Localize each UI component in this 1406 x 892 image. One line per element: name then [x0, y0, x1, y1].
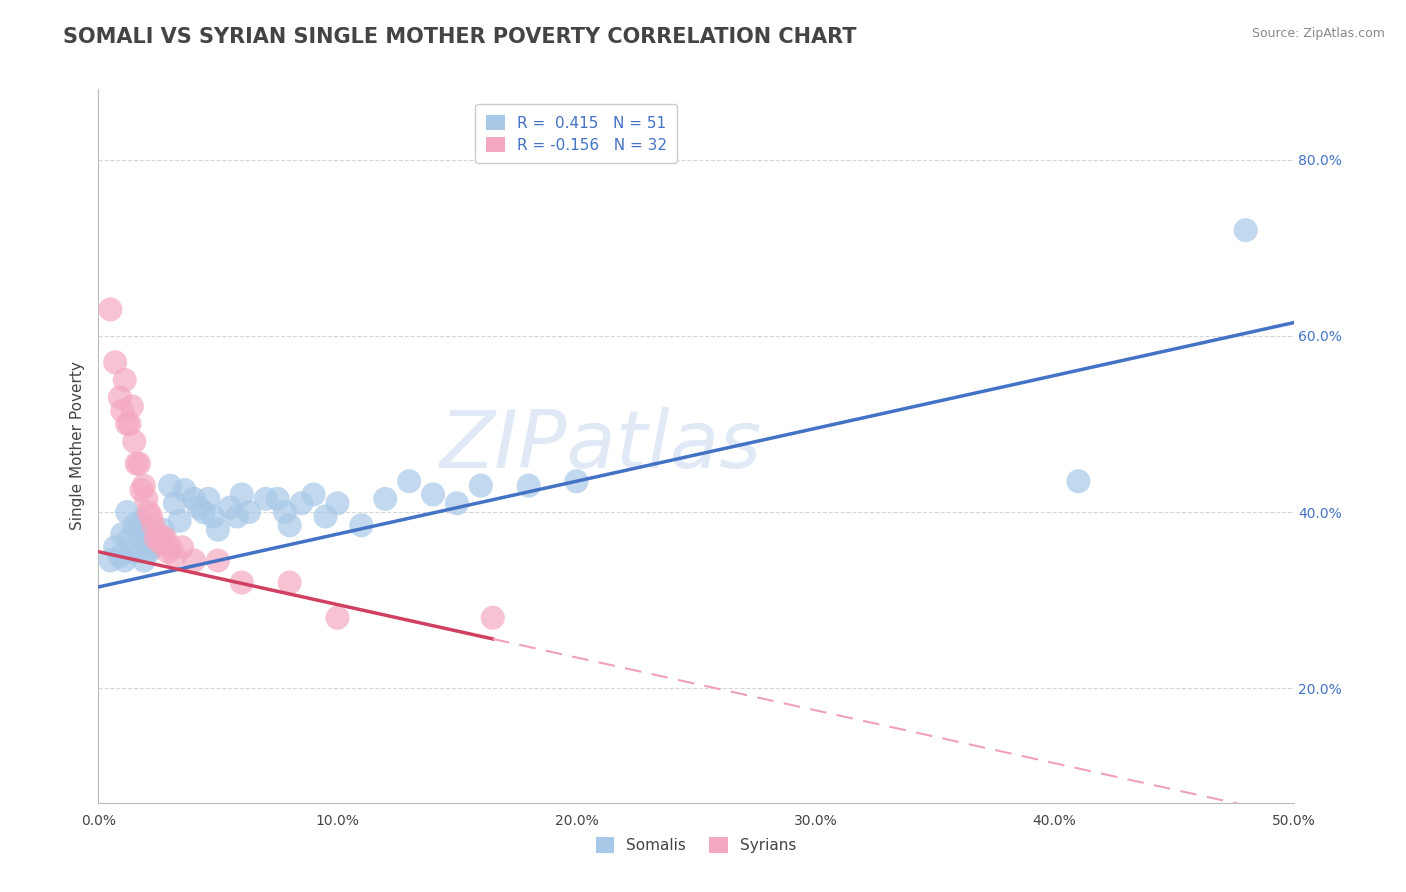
Point: [135, 491, 157, 506]
Y-axis label: Single Mother Poverty: Single Mother Poverty: [69, 361, 84, 531]
Point: [231, 487, 253, 501]
Point: [108, 549, 131, 563]
Point: [274, 505, 297, 519]
Point: [278, 518, 301, 533]
Point: [125, 545, 148, 559]
Point: [155, 532, 177, 546]
Point: [231, 575, 253, 590]
Point: [267, 491, 290, 506]
Point: [132, 553, 155, 567]
Point: [183, 553, 205, 567]
Point: [152, 532, 174, 546]
Point: [398, 475, 420, 489]
Point: [159, 541, 181, 555]
Point: [132, 478, 155, 492]
Point: [145, 532, 167, 546]
Point: [565, 475, 588, 489]
Point: [163, 549, 186, 563]
Point: [124, 518, 146, 533]
Point: [138, 505, 160, 519]
Point: [142, 541, 165, 555]
Point: [128, 523, 150, 537]
Point: [326, 611, 349, 625]
Point: [173, 483, 195, 497]
Point: [131, 483, 153, 497]
Text: Source: ZipAtlas.com: Source: ZipAtlas.com: [1251, 27, 1385, 40]
Point: [172, 541, 194, 555]
Point: [142, 518, 165, 533]
Point: [121, 400, 143, 414]
Point: [139, 509, 162, 524]
Point: [238, 505, 260, 519]
Point: [114, 553, 136, 567]
Point: [118, 417, 141, 431]
Point: [148, 527, 170, 541]
Point: [104, 355, 127, 369]
Point: [350, 518, 373, 533]
Point: [326, 496, 349, 510]
Legend: Somalis, Syrians: Somalis, Syrians: [589, 831, 803, 859]
Point: [108, 391, 131, 405]
Point: [254, 491, 277, 506]
Point: [470, 478, 492, 492]
Point: [1067, 475, 1090, 489]
Point: [135, 536, 157, 550]
Point: [1234, 223, 1257, 237]
Point: [125, 457, 148, 471]
Point: [115, 505, 138, 519]
Point: [111, 527, 134, 541]
Point: [115, 417, 138, 431]
Point: [149, 536, 172, 550]
Point: [104, 541, 127, 555]
Point: [374, 491, 396, 506]
Point: [152, 523, 174, 537]
Point: [481, 611, 505, 625]
Point: [169, 514, 191, 528]
Point: [207, 523, 229, 537]
Point: [148, 536, 170, 550]
Point: [315, 509, 337, 524]
Point: [183, 491, 205, 506]
Text: ZIPatlas: ZIPatlas: [439, 407, 762, 485]
Point: [163, 496, 186, 510]
Point: [114, 373, 136, 387]
Point: [131, 514, 153, 528]
Point: [159, 478, 181, 492]
Point: [121, 545, 143, 559]
Point: [118, 532, 141, 546]
Text: SOMALI VS SYRIAN SINGLE MOTHER POVERTY CORRELATION CHART: SOMALI VS SYRIAN SINGLE MOTHER POVERTY C…: [63, 27, 856, 46]
Point: [139, 532, 162, 546]
Point: [302, 487, 325, 501]
Point: [517, 478, 540, 492]
Point: [446, 496, 468, 510]
Point: [422, 487, 444, 501]
Point: [128, 457, 150, 471]
Point: [138, 545, 160, 559]
Point: [202, 509, 225, 524]
Point: [207, 553, 229, 567]
Point: [197, 491, 219, 506]
Point: [156, 545, 179, 559]
Point: [98, 553, 122, 567]
Point: [291, 496, 314, 510]
Point: [187, 500, 209, 515]
Point: [124, 434, 146, 449]
Point: [219, 500, 242, 515]
Point: [278, 575, 301, 590]
Point: [111, 403, 134, 417]
Point: [226, 509, 249, 524]
Point: [98, 302, 122, 317]
Point: [193, 505, 215, 519]
